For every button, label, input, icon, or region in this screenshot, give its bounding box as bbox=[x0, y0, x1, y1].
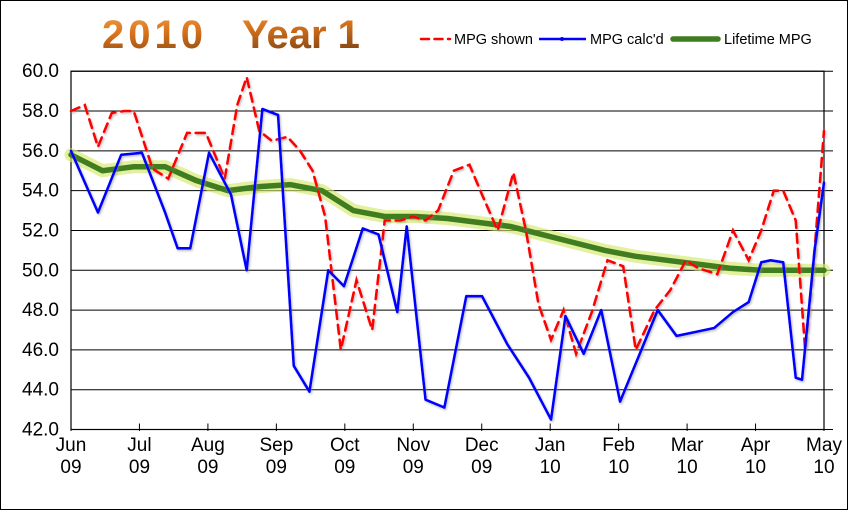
svg-text:48.0: 48.0 bbox=[22, 300, 59, 321]
svg-text:60.0: 60.0 bbox=[22, 61, 59, 82]
svg-text:09: 09 bbox=[403, 457, 424, 478]
svg-text:Feb: Feb bbox=[602, 435, 635, 456]
svg-text:44.0: 44.0 bbox=[22, 380, 59, 401]
svg-text:Aug: Aug bbox=[191, 435, 225, 456]
svg-text:MPG calc'd: MPG calc'd bbox=[590, 32, 664, 48]
svg-text:09: 09 bbox=[129, 457, 150, 478]
svg-text:09: 09 bbox=[471, 457, 492, 478]
svg-text:Jan: Jan bbox=[535, 435, 566, 456]
svg-text:Oct: Oct bbox=[330, 435, 360, 456]
svg-text:10: 10 bbox=[677, 457, 698, 478]
svg-text:09: 09 bbox=[266, 457, 287, 478]
svg-text:10: 10 bbox=[608, 457, 629, 478]
svg-text:50.0: 50.0 bbox=[22, 260, 59, 281]
svg-text:Nov: Nov bbox=[396, 435, 430, 456]
svg-text:54.0: 54.0 bbox=[22, 181, 59, 202]
svg-text:46.0: 46.0 bbox=[22, 340, 59, 361]
svg-text:52.0: 52.0 bbox=[22, 220, 59, 241]
svg-text:MPG shown: MPG shown bbox=[454, 32, 533, 48]
svg-text:May: May bbox=[806, 435, 842, 456]
svg-text:10: 10 bbox=[540, 457, 561, 478]
svg-text:10: 10 bbox=[813, 457, 834, 478]
svg-text:Mar: Mar bbox=[671, 435, 704, 456]
svg-text:58.0: 58.0 bbox=[22, 101, 59, 122]
svg-text:09: 09 bbox=[334, 457, 355, 478]
svg-text:Dec: Dec bbox=[465, 435, 499, 456]
svg-text:09: 09 bbox=[197, 457, 218, 478]
svg-text:Jul: Jul bbox=[127, 435, 151, 456]
svg-text:Apr: Apr bbox=[741, 435, 771, 456]
svg-text:42.0: 42.0 bbox=[22, 420, 59, 441]
svg-text:10: 10 bbox=[745, 457, 766, 478]
svg-text:56.0: 56.0 bbox=[22, 141, 59, 162]
svg-text:Sep: Sep bbox=[259, 435, 293, 456]
svg-text:Jun: Jun bbox=[56, 435, 87, 456]
svg-text:Lifetime MPG: Lifetime MPG bbox=[724, 32, 812, 48]
svg-text:09: 09 bbox=[60, 457, 81, 478]
